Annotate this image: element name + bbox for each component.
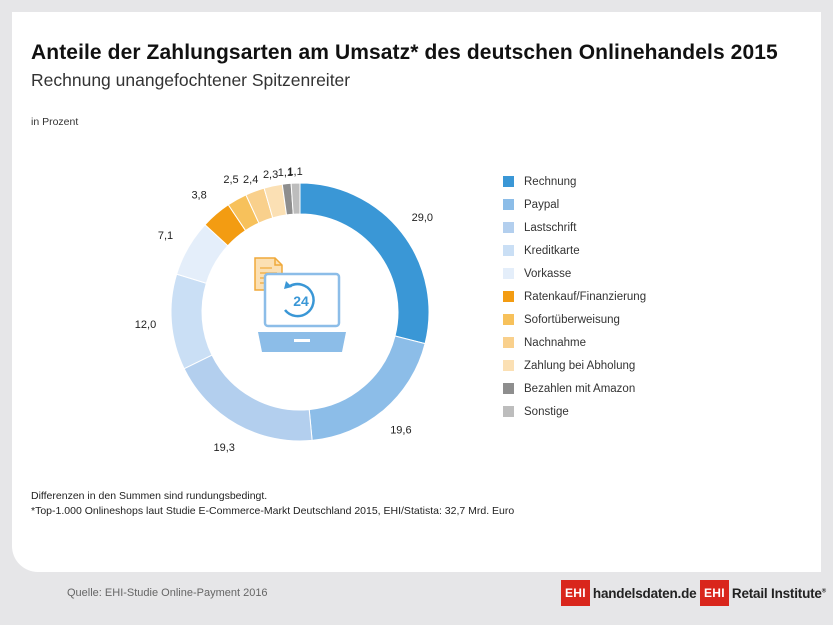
donut-slice-kreditkarte [170, 273, 213, 370]
laptop-icon [258, 272, 346, 352]
legend-swatch [503, 314, 514, 325]
chart-subtitle: Rechnung unangefochtener Spitzenreiter [31, 70, 351, 90]
legend-label: Zahlung bei Abholung [524, 359, 636, 372]
legend-item: Sofortüberweisung [503, 308, 753, 331]
registered-mark: ® [821, 588, 826, 594]
legend-swatch [503, 199, 514, 210]
value-label: 2,5 [223, 174, 238, 186]
rounding-note: Differenzen in den Summen sind rundungsb… [31, 490, 268, 502]
legend-swatch [503, 360, 514, 371]
legend-item: Lastschrift [503, 216, 753, 239]
ehi-logo-text-label: Retail Institute [731, 585, 822, 601]
legend-label: Nachnahme [524, 336, 587, 349]
value-label: 1,1 [278, 167, 293, 179]
donut-value-labels: 29,019,619,312,07,13,82,5 2,4 2,3 1,11,1 [135, 166, 433, 454]
unit-label: in Prozent [31, 116, 79, 128]
legend-label: Ratenkauf/Finanzierung [524, 290, 647, 303]
value-label: 19,6 [390, 425, 411, 437]
source-footnote: *Top-1.000 Onlineshops laut Studie E-Com… [31, 505, 515, 517]
ehi-logo-box: EHI [700, 580, 729, 606]
legend-item: Sonstige [503, 400, 753, 423]
donut-slices [170, 182, 430, 442]
legend-item: Vorkasse [503, 262, 753, 285]
value-label: 12,0 [135, 319, 156, 331]
legend-item: Kreditkarte [503, 239, 753, 262]
ehi-logo-box: EHI [561, 580, 590, 606]
chart-legend: Rechnung Paypal Lastschrift Kreditkarte Vork… [503, 170, 753, 423]
legend-item: Rechnung [503, 170, 753, 193]
value-label: 2,3 [263, 169, 278, 181]
legend-swatch [503, 291, 514, 302]
legend-label: Bezahlen mit Amazon [524, 382, 636, 395]
value-label: 29,0 [412, 212, 433, 224]
ehi-retail-institute-logo: EHI Retail Institute® [700, 580, 826, 606]
legend-swatch [503, 337, 514, 348]
legend-swatch [503, 176, 514, 187]
value-label: 2,4 [243, 174, 258, 186]
legend-label: Vorkasse [524, 267, 572, 280]
ehi-logo-text: Retail Institute® [732, 586, 826, 601]
value-label: 3,8 [191, 189, 206, 201]
donut-slice-lastschrift [183, 354, 313, 442]
legend-label: Kreditkarte [524, 244, 580, 257]
handelsdaten-logo-text: handelsdaten.de [592, 585, 697, 601]
clock-number: 24 [293, 293, 309, 309]
donut-slice-sonstige [290, 182, 301, 215]
value-label: 7,1 [158, 230, 173, 242]
handelsdaten-logo: EHI handelsdaten.de [561, 580, 697, 606]
value-label: 19,3 [213, 442, 234, 454]
legend-label: Sonstige [524, 405, 569, 418]
legend-label: Lastschrift [524, 221, 577, 234]
legend-item: Paypal [503, 193, 753, 216]
legend-label: Rechnung [524, 175, 577, 188]
value-label: 1,1 [287, 166, 302, 178]
legend-item: Ratenkauf/Finanzierung [503, 285, 753, 308]
legend-item: Bezahlen mit Amazon [503, 377, 753, 400]
legend-item: Zahlung bei Abholung [503, 354, 753, 377]
chart-title: Anteile der Zahlungsarten am Umsatz* des… [31, 41, 778, 64]
legend-swatch [503, 406, 514, 417]
legend-swatch [503, 222, 514, 233]
legend-label: Paypal [524, 198, 560, 211]
legend-swatch [503, 245, 514, 256]
legend-swatch [503, 383, 514, 394]
footer-source: Quelle: EHI-Studie Online-Payment 2016 [67, 587, 268, 599]
legend-label: Sofortüberweisung [524, 313, 620, 326]
clock-24-icon: 24 [284, 281, 315, 318]
legend-item: Nachnahme [503, 331, 753, 354]
legend-swatch [503, 268, 514, 279]
